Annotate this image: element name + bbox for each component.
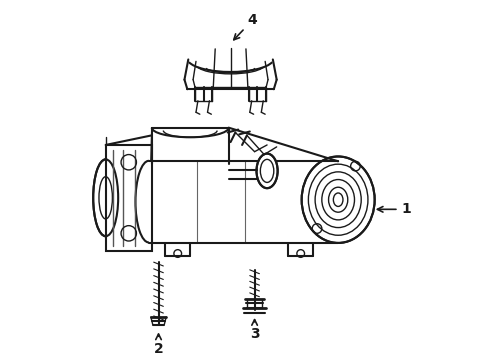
Ellipse shape [301, 157, 374, 243]
Text: 4: 4 [233, 13, 257, 40]
Polygon shape [149, 161, 338, 243]
Text: 1: 1 [377, 202, 410, 216]
Text: 3: 3 [249, 320, 259, 342]
Ellipse shape [93, 159, 118, 236]
Polygon shape [105, 145, 151, 251]
Ellipse shape [256, 154, 277, 188]
Text: 2: 2 [153, 334, 163, 356]
